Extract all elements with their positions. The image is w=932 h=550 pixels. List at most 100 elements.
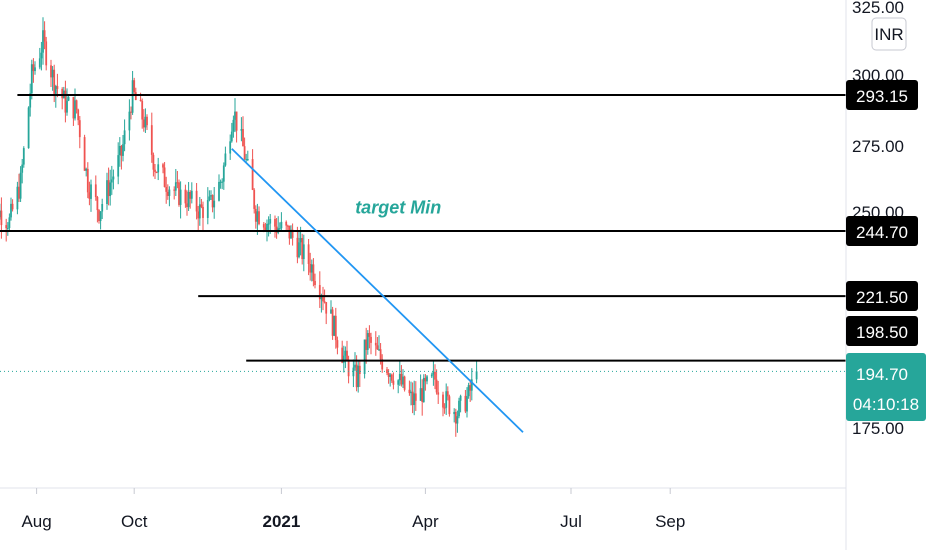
candle-body <box>27 107 30 149</box>
level-badge-244 <box>846 216 918 246</box>
candle-body <box>246 159 249 161</box>
candle-body <box>40 52 43 59</box>
candle-body <box>435 379 438 393</box>
candle-body <box>365 339 368 350</box>
candle-body <box>112 176 115 180</box>
candle-body <box>56 86 59 89</box>
candle-body <box>131 80 134 113</box>
candle-body <box>98 210 100 222</box>
candle-body <box>264 227 267 230</box>
candle-body <box>155 171 158 173</box>
candle-body <box>18 186 20 199</box>
y-tick-label: 175.00 <box>852 419 904 438</box>
candle-body <box>370 336 372 343</box>
candle-body <box>72 97 75 119</box>
candle-body <box>430 374 433 377</box>
candle-body <box>344 350 347 356</box>
candle-body <box>230 131 233 142</box>
candle-body <box>19 172 22 199</box>
candle-body <box>400 373 403 385</box>
candle-body <box>16 186 19 210</box>
candle-body <box>280 221 283 229</box>
candle-body <box>133 80 136 93</box>
candle-body <box>0 210 1 218</box>
candle-body <box>208 196 211 201</box>
candle-body <box>213 200 216 208</box>
level-lines <box>0 94 846 362</box>
candle-body <box>387 373 390 377</box>
trendline[interactable] <box>231 148 524 433</box>
time-axis[interactable]: Aug Oct 2021 Apr Jul Sep <box>21 488 685 531</box>
candle-body <box>78 120 81 138</box>
candle-body <box>234 111 236 120</box>
candle-body <box>331 309 334 336</box>
candle-body <box>90 184 92 199</box>
candle-body <box>410 391 412 394</box>
annotation-target-min[interactable]: target Min <box>355 197 441 217</box>
candle-body <box>117 155 120 177</box>
candle-body <box>53 69 56 94</box>
candle-body <box>274 218 276 227</box>
candle-body <box>323 301 326 303</box>
candle-body <box>397 380 400 385</box>
candle-body <box>267 223 270 225</box>
candle-body <box>67 97 70 101</box>
candle-body <box>443 407 446 409</box>
candle-body <box>386 369 388 374</box>
level-badge-221-text: 221.50 <box>856 288 908 307</box>
candle-body <box>262 224 265 228</box>
x-tick-label: Oct <box>121 512 148 531</box>
candle-body <box>456 416 459 424</box>
candle-body <box>258 211 260 225</box>
candle-body <box>251 159 254 190</box>
candle-body <box>269 218 272 224</box>
candle-body <box>154 169 156 172</box>
candle-body <box>34 67 36 72</box>
candle-body <box>314 280 316 286</box>
candle-body <box>96 197 99 211</box>
candle-body <box>173 189 176 191</box>
candle-body <box>232 119 235 132</box>
candle-body <box>195 190 198 212</box>
candle-body <box>38 58 41 68</box>
x-tick-label: 2021 <box>262 512 300 531</box>
candle-body <box>475 371 478 380</box>
candle-body <box>403 376 406 390</box>
candle-body <box>106 180 108 205</box>
candle-body <box>219 181 222 183</box>
candle-body <box>179 189 182 205</box>
candle-body <box>253 189 256 209</box>
candle-body <box>99 211 102 222</box>
candle-body <box>107 180 110 197</box>
candle-body <box>302 244 305 260</box>
candle-body <box>408 389 411 394</box>
candle-body <box>419 388 422 401</box>
candle-body <box>299 238 302 243</box>
candle-body <box>77 109 80 121</box>
candle-body <box>243 146 246 160</box>
candle-body <box>85 168 88 171</box>
candle-body <box>187 191 190 208</box>
candle-body <box>94 184 97 198</box>
candle-body <box>163 167 166 188</box>
candle-body <box>278 228 281 230</box>
candle-body <box>291 229 294 238</box>
candle-body <box>101 204 104 212</box>
candle-body <box>426 376 428 382</box>
candle-body <box>398 373 401 381</box>
candle-body <box>296 237 299 258</box>
y-tick-label: 275.00 <box>852 137 904 156</box>
currency-badge[interactable]: INR <box>871 17 907 51</box>
candle-body <box>298 242 300 258</box>
candle-body <box>470 379 473 391</box>
level-badge-198-text: 198.50 <box>856 323 908 342</box>
candle-body <box>10 203 12 218</box>
candle-body <box>376 345 379 350</box>
candle-body <box>301 238 304 260</box>
candle-body <box>176 182 179 184</box>
level-badge-293-text: 293.15 <box>856 87 908 106</box>
candle-body <box>286 225 289 227</box>
candle-body <box>413 393 416 406</box>
candle-body <box>74 100 76 119</box>
